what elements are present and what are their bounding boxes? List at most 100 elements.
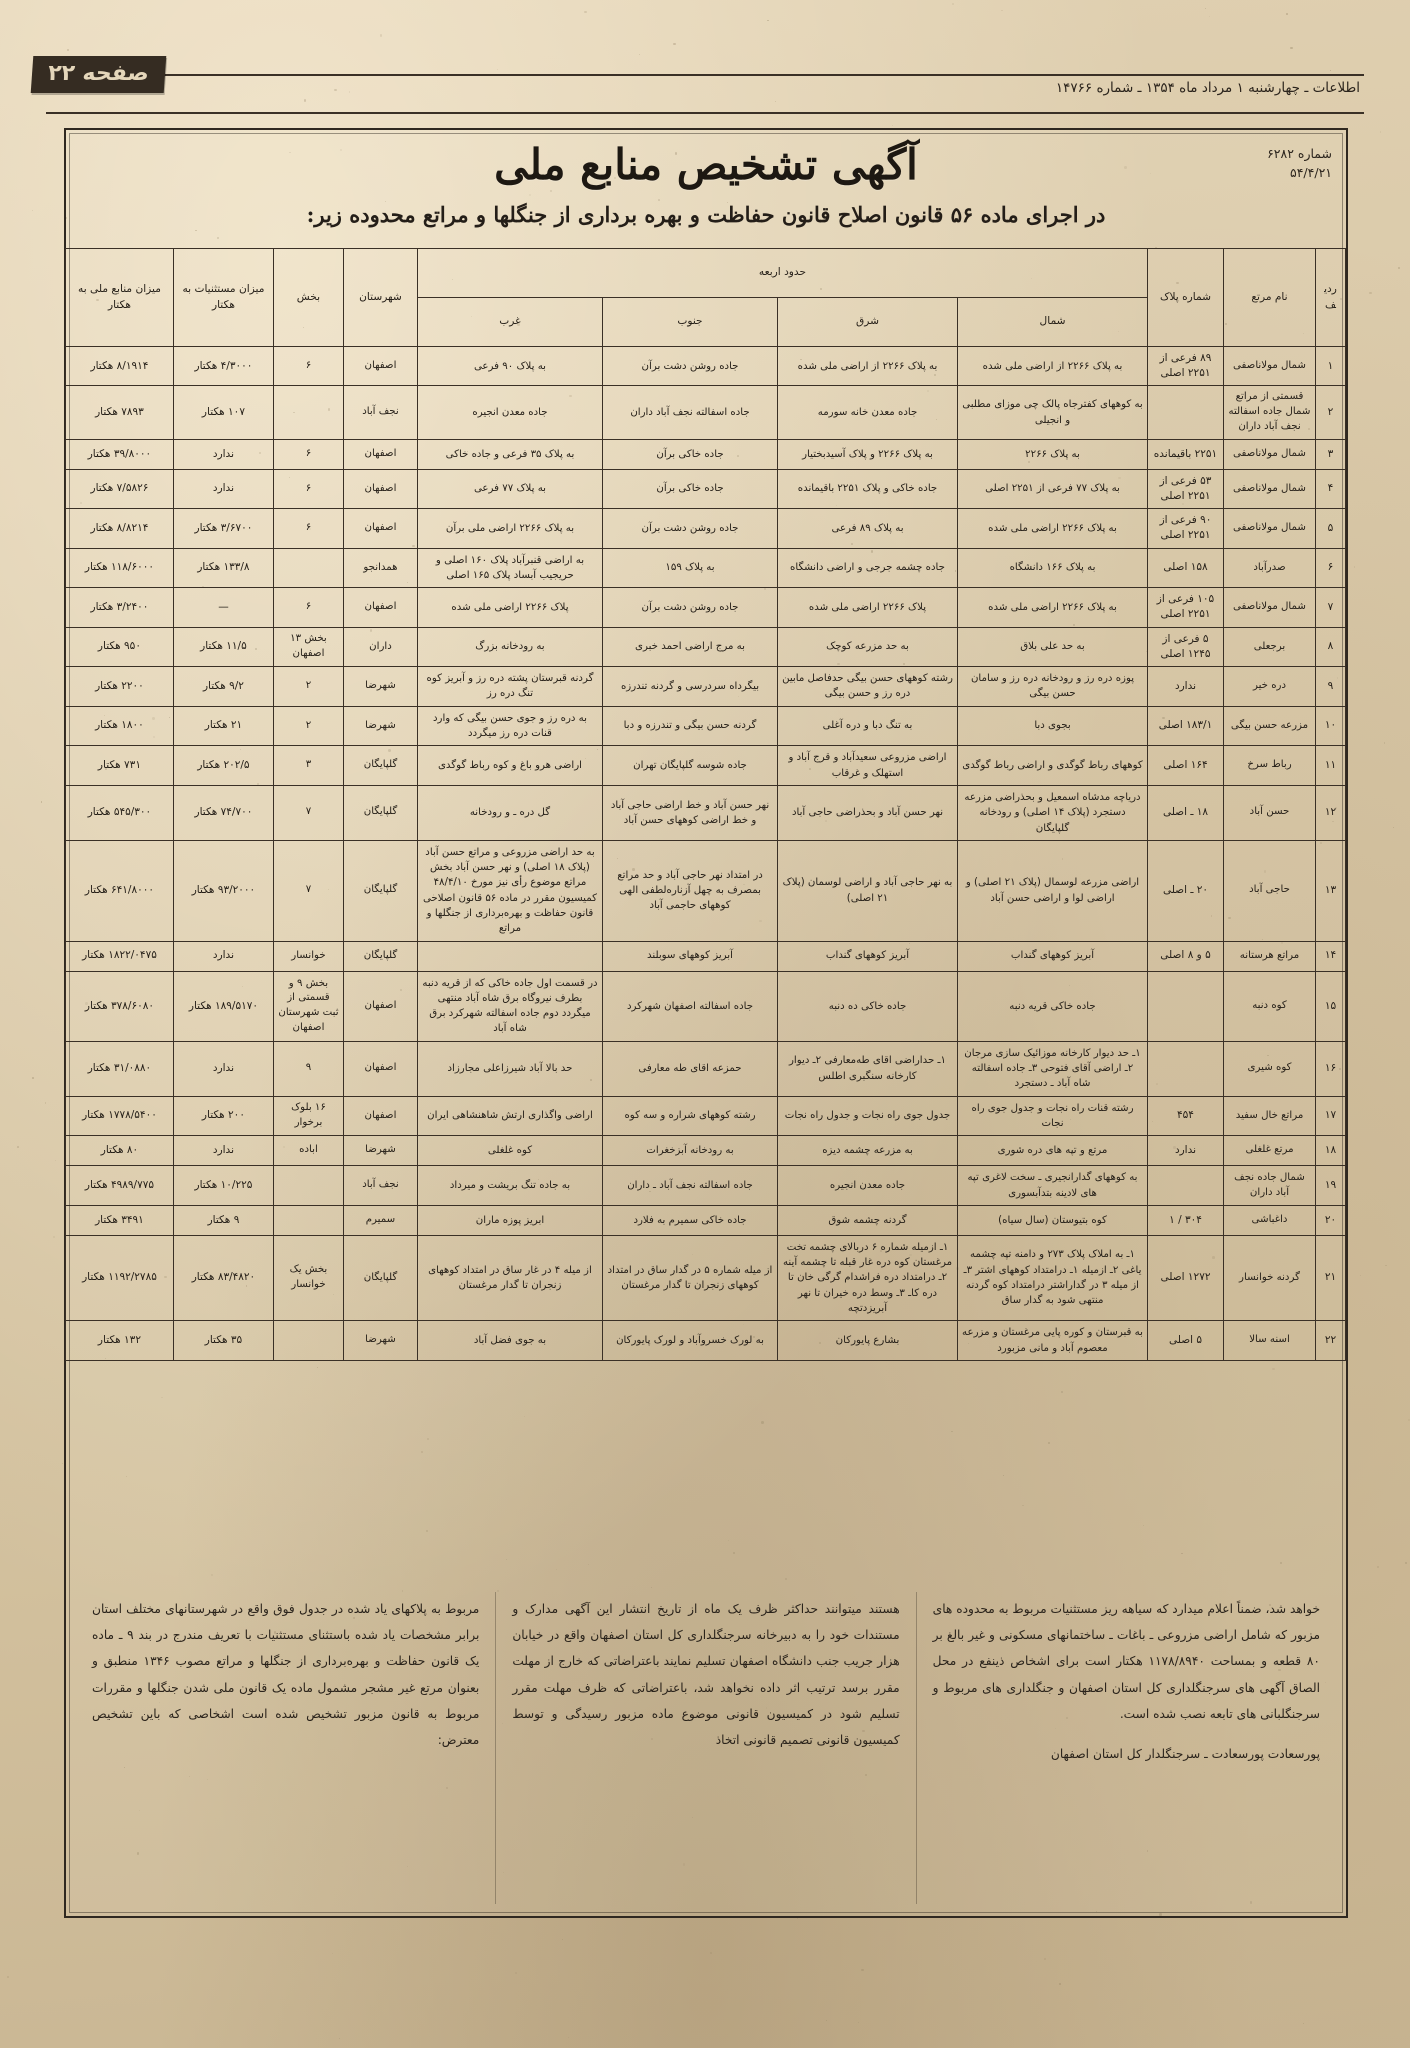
table-cell-plaque: ۵ و ۸ اصلی bbox=[1147, 940, 1224, 972]
table-cell-national: ۴۹۸۹/۷۷۵ هکتار bbox=[64, 1165, 174, 1206]
table-cell-national: ۳/۲۴۰۰ هکتار bbox=[64, 587, 174, 628]
table-cell-west: در قسمت اول جاده خاکی که از قریه دنبه بط… bbox=[416, 970, 604, 1042]
table-cell-city: گلپایگان bbox=[342, 1234, 418, 1322]
table-cell-city: اصفهان bbox=[342, 587, 418, 628]
th-west: غرب bbox=[416, 297, 604, 347]
table-cell-east: به نهر حاجی آباد و اراضی لوسمان (پلاک ۲۱… bbox=[777, 839, 958, 942]
table-cell-south: بیگرداه سردرسی و گردنه تندرزه bbox=[602, 666, 778, 707]
table-cell-plaque: ۱۵۸ اصلی bbox=[1147, 547, 1224, 589]
table-cell-national: ۱۳۲ هکتار bbox=[64, 1320, 174, 1361]
table-cell-city: اصفهان bbox=[342, 438, 418, 470]
table-cell-district: خوانسار bbox=[272, 940, 344, 972]
table-row: ۶ صدرآباد ۱۵۸ اصلی به پلاک ۱۶۶ دانشگاه جاده … bbox=[64, 547, 1346, 589]
table-cell-east: جاده خاکی و پلاک ۲۲۵۱ باقیمانده bbox=[777, 468, 958, 510]
table-cell-city: نجف آباد bbox=[342, 1165, 418, 1206]
table-row: ۴ شمال مولاناصفی ۵۳ فرعی از ۲۲۵۱ اصلی به پل… bbox=[64, 468, 1346, 510]
table-cell-index: ۶ bbox=[1315, 547, 1346, 589]
table-cell-index: ۴ bbox=[1315, 468, 1346, 510]
table-cell-index: ۱۷ bbox=[1315, 1095, 1346, 1137]
table-cell-district: ۹ bbox=[272, 1040, 344, 1097]
table-row: ۱۴ مراتع هرستانه ۵ و ۸ اصلی آبریز کوههای گن… bbox=[64, 940, 1346, 972]
table-cell-east: جاده چشمه جرجی و اراضی دانشگاه bbox=[777, 547, 958, 589]
table-cell-exceptions: ۲۱ هکتار bbox=[172, 705, 274, 747]
table-cell-city: سمیرم bbox=[342, 1204, 418, 1236]
table-row: ۱۵ کوه دنبه جاده خاکی قریه دنبه جاده خاکی د… bbox=[64, 970, 1346, 1042]
table-row: ۱۷ مراتع خال سفید ۴۵۴ رشته قنات راه نجات و … bbox=[64, 1095, 1346, 1137]
masthead: اطلاعات ـ چهارشنبه ۱ مرداد ماه ۱۳۵۴ ـ شم… bbox=[30, 56, 1364, 122]
announcement-frame: شماره ۶۲۸۲ ۵۴/۴/۲۱ آگهی تشخیص منابع ملی … bbox=[64, 128, 1348, 1918]
table-cell-name: مراتع خال سفید bbox=[1223, 1095, 1316, 1137]
table-row: ۸ برجعلی ۵ فرعی از ۱۲۴۵ اصلی به حد علی بلاق… bbox=[64, 626, 1346, 668]
table-cell-name: شمال مولاناصفی bbox=[1223, 468, 1316, 510]
reference-number: شماره ۶۲۸۲ bbox=[1267, 146, 1332, 161]
table-cell-index: ۷ bbox=[1315, 587, 1346, 628]
page-subtitle: در اجرای ماده ۵۶ قانون اصلاح قانون حفاظت… bbox=[306, 202, 1106, 227]
table-cell-exceptions: ۲۰۲/۵ هکتار bbox=[172, 745, 274, 786]
table-cell-east: به پلاک ۸۹ فرعی bbox=[777, 508, 958, 549]
table-cell-national: ۲۲۰۰ هکتار bbox=[64, 666, 174, 707]
th-north: شمال bbox=[957, 297, 1148, 347]
table-cell-north: ۱ـ حد دیوار کارخانه موزائیک سازی مرجان ۲… bbox=[957, 1040, 1148, 1097]
page-number-badge: صفحه ۲۲ bbox=[30, 56, 167, 93]
table-row: ۲۰ داغباشی ۳۰۴ / ۱ کوه بتیوستان (سال سیاه) گ… bbox=[64, 1204, 1346, 1236]
table-cell-east: نهر حسن آباد و بحذراضی حاجی آباد bbox=[777, 784, 958, 841]
table-cell-city: همدانجو bbox=[342, 547, 418, 589]
table-cell-east: به حد مزرعه کوچک bbox=[777, 626, 958, 668]
table-cell-index: ۲۱ bbox=[1315, 1234, 1346, 1322]
table-row: ۳ شمال مولاناصفی ۲۲۵۱ باقیمانده به پلاک ۲۲۶… bbox=[64, 438, 1346, 470]
table-cell-name: مراتع هرستانه bbox=[1223, 940, 1316, 972]
table-cell-city: اصفهان bbox=[342, 1040, 418, 1097]
footer-signature: پورسعادت پورسعادت ـ سرجنگلدار کل استان ا… bbox=[1050, 1747, 1320, 1762]
table-cell-west: به پلاک ۳۵ فرعی و جاده خاکی bbox=[416, 438, 604, 470]
table-cell-plaque: ندارد bbox=[1147, 666, 1224, 707]
footer-text-left: خواهد شد، ضمناً اعلام میدارد که سیاهه ری… bbox=[932, 1602, 1320, 1721]
table-cell-west: ابریز پوزه ماران bbox=[416, 1204, 604, 1236]
table-cell-west: گل دره ـ و رودخانه bbox=[416, 784, 604, 841]
table-cell-name: حسن آباد bbox=[1223, 784, 1316, 841]
table-cell-south: جاده روشن دشت برآن bbox=[602, 587, 778, 628]
table-cell-district: ۶ bbox=[272, 508, 344, 549]
table-cell-south: رشته کوههای شراره و سه کوه bbox=[602, 1095, 778, 1137]
table-cell-district: ۷ bbox=[272, 839, 344, 942]
table-cell-south: نهر حسن آباد و خط اراضی حاجی آباد و خط ا… bbox=[602, 784, 778, 841]
table-cell-west: گردنه قبرستان پشته دره رز و آبریز کوه تن… bbox=[416, 666, 604, 707]
table-cell-plaque: ۴۵۴ bbox=[1147, 1095, 1224, 1137]
th-plaque: شماره پلاک bbox=[1147, 248, 1224, 347]
table-cell-name: برجعلی bbox=[1223, 626, 1316, 668]
table-cell-north: بجوی دبا bbox=[957, 705, 1148, 747]
table-cell-city: اصفهان bbox=[342, 468, 418, 510]
table-cell-exceptions: ۷۴/۷۰۰ هکتار bbox=[172, 784, 274, 841]
table-cell-exceptions: ندارد bbox=[172, 1040, 274, 1097]
table-cell-name: شمال مولاناصفی bbox=[1223, 345, 1316, 387]
footer-column-right: مربوط به پلاکهای یاد شده در جدول فوق واق… bbox=[76, 1592, 497, 1904]
table-cell-national: ۸/۸۲۱۴ هکتار bbox=[64, 508, 174, 549]
table-cell-city: شهرضا bbox=[342, 666, 418, 707]
table-cell-plaque: ۲۰ ـ اصلی bbox=[1147, 839, 1224, 942]
table-cell-west: به حد اراضی مزروعی و مراتع حسن آباد (پلا… bbox=[416, 839, 604, 942]
table-cell-national: ۷۳۱ هکتار bbox=[64, 745, 174, 786]
table-cell-south: جاده اسفالته نجف آباد ـ داران bbox=[602, 1165, 778, 1206]
table-cell-south: جاده خاکی سمیرم به فلارد bbox=[602, 1204, 778, 1236]
table-cell-south: آبریز کوههای سوبلند bbox=[602, 940, 778, 972]
table-cell-south: در امتداد نهر حاجی آباد و حد مراتع بمصرف… bbox=[602, 839, 778, 942]
table-cell-city: شهرضا bbox=[342, 1320, 418, 1361]
footer-column-middle: هستند میتوانند حداکثر ظرف یک ماه از تاری… bbox=[496, 1592, 917, 1904]
table-cell-index: ۲۰ bbox=[1315, 1204, 1346, 1236]
table-cell-south: به مرج اراضی احمد خبری bbox=[602, 626, 778, 668]
table-cell-national: ۷۸۹۳ هکتار bbox=[64, 385, 174, 440]
table-cell-city: شهرضا bbox=[342, 1135, 418, 1167]
table-cell-district: ۷ bbox=[272, 784, 344, 841]
table-row: ۱۰ مزرعه حسن بیگی ۱۸۳/۱ اصلی بجوی دبا به تنگ… bbox=[64, 705, 1346, 747]
table-cell-plaque bbox=[1147, 385, 1224, 440]
table-cell-national: ۳۹/۸۰۰۰ هکتار bbox=[64, 438, 174, 470]
table-cell-south: جاده شوسه گلپایگان تهران bbox=[602, 745, 778, 786]
th-exceptions: میزان مستثنیات به هکتار bbox=[172, 248, 274, 347]
table-row: ۱ شمال مولاناصفی ۸۹ فرعی از ۲۲۵۱ اصلی به پل… bbox=[64, 345, 1346, 387]
table-cell-west: به دره رز و جوی حسن بیگی که وارد قنات در… bbox=[416, 705, 604, 747]
table-cell-north: اراضی مزرعه لوسمال (پلاک ۲۱ اصلی) و اراض… bbox=[957, 839, 1148, 942]
table-cell-district: ۲ bbox=[272, 666, 344, 707]
table-cell-exceptions: ۲۰۰ هکتار bbox=[172, 1095, 274, 1137]
table-cell-city: اصفهان bbox=[342, 508, 418, 549]
table-cell-district: ۳ bbox=[272, 745, 344, 786]
